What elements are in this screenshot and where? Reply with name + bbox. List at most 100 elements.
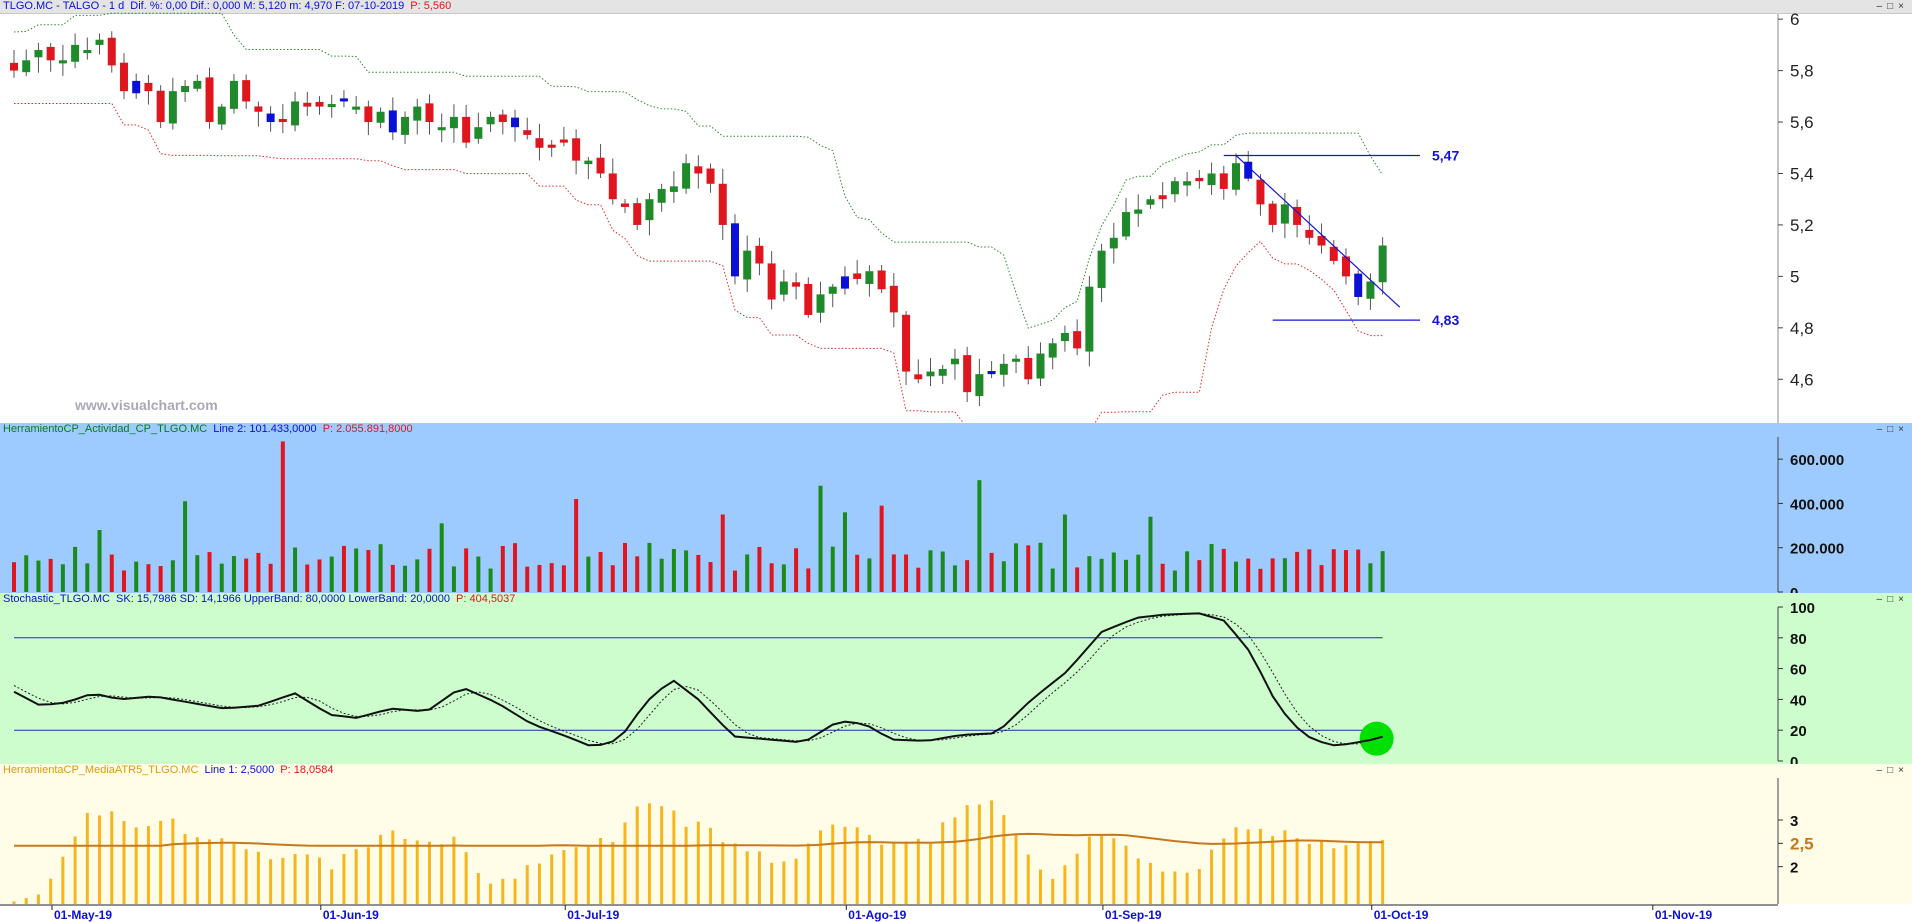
close-icon[interactable]: × [1898,1,1906,12]
atr-bar [1381,839,1385,904]
price-tick-label: 5,6 [1790,113,1814,132]
candle [657,188,666,203]
atr-bar [1320,841,1324,904]
volume-bar [671,548,676,592]
stochastic-line: SK: 15,7986 SD: 14,1966 UpperBand: 80,00… [116,593,450,605]
volume-bar [121,570,126,592]
volume-bar [720,514,725,592]
volume-bar [1026,545,1031,592]
atr-bar [244,849,248,904]
atr-bar [623,822,627,904]
close-icon[interactable]: × [1898,594,1906,605]
close-icon[interactable]: × [1898,765,1906,776]
volume-bar [390,564,395,592]
volume-bar [1282,558,1287,592]
candle [1073,331,1082,349]
volume-bar [207,552,212,592]
volume-bar [415,559,420,592]
atr-bar [1161,871,1165,904]
atr-average-line [14,832,1383,847]
minimize-icon[interactable]: – [1876,424,1885,435]
volume-bar [97,530,102,592]
candle [743,250,752,280]
atr-bar [293,853,297,904]
volume-bar [146,564,151,592]
candle [425,103,434,123]
atr-bar [61,856,65,904]
atr-bar [782,861,786,904]
volume-bar [1111,552,1116,592]
atr-bar [305,854,309,904]
atr-bar [1026,854,1030,904]
candle [1109,237,1118,249]
atr-bar [489,883,493,904]
date-axis-chart: 01-May-19 01-Jun-19 01-Jul-19 01-Ago-19 01-S… [0,904,1778,922]
atr-bar [342,853,346,904]
volume-bar [451,566,456,592]
date-tick-label: 01-Jul-19 [567,908,619,922]
candle [315,101,324,107]
candle [498,114,507,123]
candle [401,116,410,135]
minimize-icon[interactable]: – [1876,1,1885,12]
candle [1195,177,1204,182]
atr-bar [208,839,212,904]
atr-bar [379,834,383,904]
atr-bar [1332,848,1336,904]
restore-icon[interactable]: □ [1887,424,1896,435]
candle [779,281,788,295]
volume-bar [1172,570,1177,592]
window-buttons: – □ × [1874,593,1906,606]
candle [1305,229,1314,238]
price-chart[interactable]: 5,47 4,83 6 5,8 5,6 5,4 5,2 5 4,8 4,6 [0,0,1912,423]
volume-bar [170,560,175,592]
price-tick-label: 4,8 [1790,319,1814,338]
candle [303,102,312,107]
volume-chart[interactable]: 600.000 400.000 200.000 0 [0,423,1912,593]
atr-bar [1185,872,1189,904]
atr-bar [36,894,40,904]
atr-bar [611,842,615,904]
restore-icon[interactable]: □ [1887,1,1896,12]
candle [1122,212,1131,237]
window-buttons: – □ × [1874,764,1906,777]
volume-bar [1124,559,1129,592]
volume-bar [696,554,701,592]
stochastic-tick-label: 40 [1790,692,1807,709]
minimize-icon[interactable]: – [1876,594,1885,605]
volume-title: HerramientoCP_Actividad_CP_TLGO.MC [3,423,208,435]
volume-panel-header: HerramientoCP_Actividad_CP_TLGO.MC Line … [0,423,1912,437]
volume-bar [85,563,90,592]
volume-bar [525,566,530,592]
stochastic-chart[interactable]: 100 80 60 40 20 0 [0,593,1912,764]
atr-bar [696,821,700,904]
atr-bar [330,869,334,904]
atr-bar [1038,869,1042,904]
date-tick-label: 01-Ago-19 [848,908,906,922]
volume-bar [904,554,909,592]
candle [828,286,837,294]
volume-bar [1258,568,1263,592]
candle [1280,204,1289,224]
candle [950,358,959,365]
atr-chart[interactable]: 32,52 [0,764,1912,904]
volume-bar [1062,514,1067,592]
resistance-label: 5,47 [1432,147,1459,163]
restore-icon[interactable]: □ [1887,594,1896,605]
candle [1268,203,1277,225]
atr-bar [195,837,199,904]
candle [242,80,251,102]
volume-bar [745,554,750,592]
candle [1170,181,1179,195]
support-label: 4,83 [1432,312,1459,328]
volume-bar [598,552,603,592]
minimize-icon[interactable]: – [1876,765,1885,776]
close-icon[interactable]: × [1898,424,1906,435]
atr-bar [904,841,908,904]
atr-bar [220,838,224,904]
candle [34,50,43,58]
restore-icon[interactable]: □ [1887,765,1896,776]
candle [1036,353,1045,379]
volume-bar [1087,556,1092,592]
volume-bar [244,558,249,592]
